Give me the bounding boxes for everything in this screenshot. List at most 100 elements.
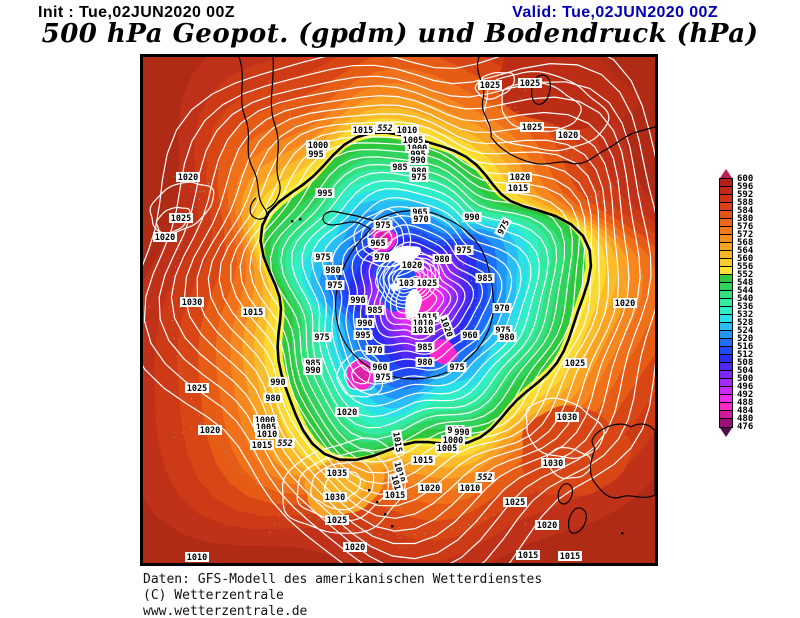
label-box [392, 459, 408, 485]
label-text: 1005 [437, 444, 457, 454]
surface-pressure-label: 1035 [325, 468, 349, 479]
surface-pressure-label: 1010 [411, 325, 435, 336]
surface-pressure-label: 1030 [555, 412, 579, 423]
colorbar-cell [720, 339, 732, 347]
map-canvas: 1020102510201000995101510101005100099599… [143, 57, 655, 563]
label-box [375, 123, 395, 133]
label-text: 1015 [518, 551, 538, 561]
label-text: 990 [270, 378, 285, 388]
colorbar-cell [720, 211, 732, 219]
label-box [395, 125, 419, 135]
label-box [325, 280, 345, 290]
surface-pressure-label: 980 [263, 393, 283, 404]
label-text: 1015 [353, 126, 373, 136]
label-text: 1025 [565, 359, 585, 369]
colorbar-cell [720, 227, 732, 235]
colorbar-label: 556 [737, 262, 754, 272]
pressure-contour [143, 62, 655, 563]
label-box [343, 542, 367, 552]
surface-pressure-label: 1020 [153, 232, 177, 243]
label-box [313, 252, 333, 262]
surface-pressure-label: 1005 [401, 135, 425, 146]
label-text: 1010 [413, 326, 433, 336]
label-box [153, 232, 177, 242]
colorbar-label: 500 [737, 374, 754, 384]
pressure-contour-loop [155, 206, 191, 235]
pressure-contour-loop [483, 70, 610, 152]
label-text: 990 [464, 213, 479, 223]
label-box [390, 429, 406, 455]
pressure-contour-loop [501, 80, 582, 133]
surface-pressure-label: 1000 [441, 435, 465, 446]
colorbar-label: 488 [737, 398, 754, 408]
label-text: 995 [308, 150, 323, 160]
geopotential-552-contour [259, 131, 593, 462]
surface-pressure-label: 1030 [180, 297, 204, 308]
surface-pressure-label: 1030 [323, 492, 347, 503]
label-box [323, 265, 343, 275]
colorbar-label: 564 [737, 246, 754, 256]
surface-pressure-label: 1030 [541, 458, 565, 469]
colorbar-label: 576 [737, 222, 754, 232]
label-text: 1010 [397, 126, 417, 136]
pressure-contour [230, 129, 593, 496]
label-box [518, 78, 542, 88]
geopotential-colorbar-legend: 600 596 592 588 584 580 576 572 568 564 560 556 552 5… [719, 169, 779, 437]
surface-pressure-label: 970 [492, 303, 512, 314]
label-box [408, 149, 428, 159]
label-box [255, 429, 279, 439]
label-box [411, 325, 435, 335]
label-box [415, 357, 435, 367]
island-dot [291, 220, 294, 223]
label-box [435, 443, 459, 453]
label-box [306, 140, 330, 150]
surface-pressure-label: 980 [323, 265, 343, 276]
surface-pressure-label: 1010 [255, 429, 279, 440]
label-text: 975 [411, 173, 426, 183]
colorbar-cell [720, 267, 732, 275]
colorbar-cell [720, 219, 732, 227]
label-box [415, 312, 439, 322]
label-box [475, 273, 495, 283]
label-text: 1030 [399, 279, 419, 289]
surface-pressure-label: 1025 [169, 213, 193, 224]
label-text: 990 [410, 156, 425, 166]
surface-pressure-label: 1015 [390, 429, 406, 455]
surface-pressure-label: 1020 [343, 542, 367, 553]
label-box [268, 377, 288, 387]
pressure-contour [291, 171, 549, 429]
pressure-contour [280, 163, 558, 440]
label-text: 1020 [402, 261, 422, 271]
label-text: 1030 [543, 459, 563, 469]
colorbar-label: 536 [737, 302, 754, 312]
surface-pressure-label: 1025 [325, 515, 349, 526]
colorbar-label: 592 [737, 190, 754, 200]
colorbar-cell [720, 323, 732, 331]
label-box [325, 468, 349, 478]
label-text: 1010 [460, 484, 480, 494]
surface-pressure-label: 985 [303, 358, 323, 369]
colorbar-label: 532 [737, 310, 754, 320]
colorbar-cell [720, 299, 732, 307]
label-box [401, 135, 425, 145]
label-box [555, 412, 579, 422]
label-box [556, 130, 580, 140]
label-box [409, 172, 429, 182]
surface-pressure-label: 990 [452, 427, 472, 438]
surface-pressure-label: 1020 [535, 520, 559, 531]
colorbar-label: 580 [737, 214, 754, 224]
surface-pressure-label: 1015 [516, 550, 540, 561]
colorbar-cell [720, 315, 732, 323]
label-box [253, 415, 277, 425]
label-box [372, 252, 392, 262]
label-box [497, 332, 517, 342]
surface-pressure-label: 975 [312, 332, 332, 343]
label-text: 965 [370, 239, 385, 249]
pressure-contour-loop [474, 72, 515, 100]
label-box [541, 458, 565, 468]
label-box [494, 216, 512, 238]
coastline-new-zealand-south [567, 507, 587, 534]
surface-pressure-label: 1020 [508, 172, 532, 183]
colorbar-cell [720, 243, 732, 251]
